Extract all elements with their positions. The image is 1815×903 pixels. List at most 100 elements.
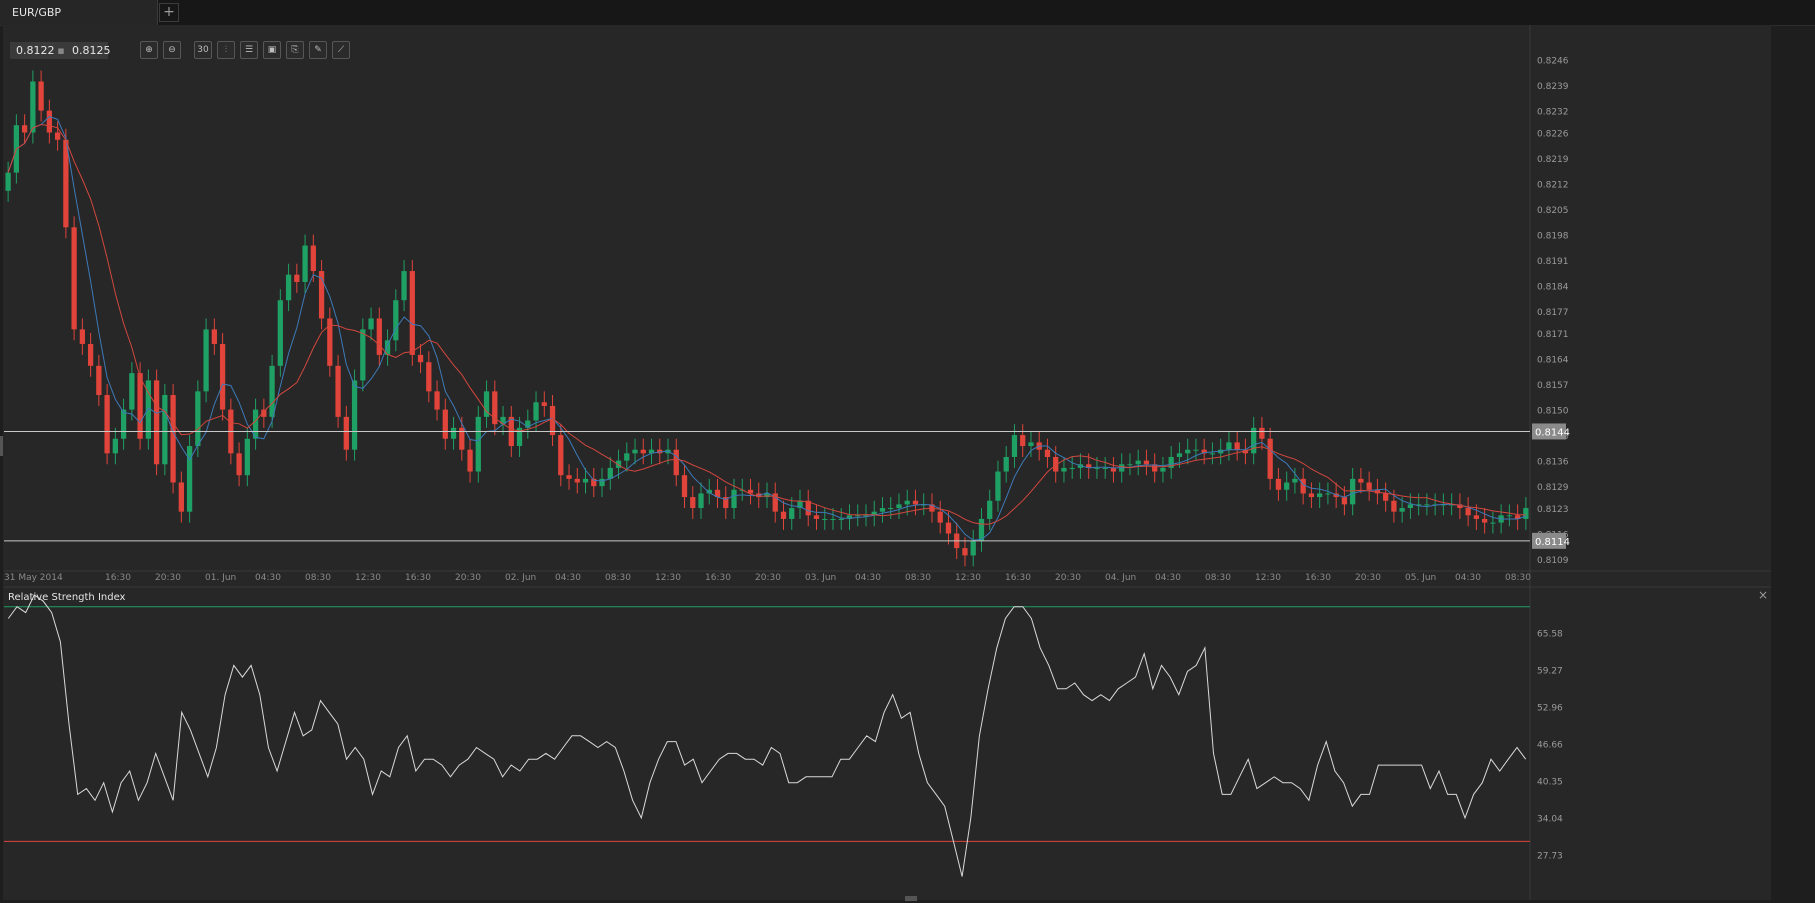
candle-body (1284, 482, 1290, 490)
candle-body (459, 427, 465, 450)
candle-body (1457, 504, 1463, 509)
candle-body (1317, 493, 1323, 498)
chart-settings-icon[interactable]: ▣ (263, 41, 281, 59)
candle-body (1193, 449, 1199, 451)
bottom-resize-handle[interactable] (905, 896, 917, 901)
candle-body (690, 497, 696, 509)
price-tick-label: 0.8109 (1537, 556, 1569, 566)
draw-line-icon[interactable]: ⟋ (332, 41, 350, 59)
candle-body (516, 427, 523, 447)
candle-body (137, 373, 143, 439)
candle-body (549, 405, 556, 436)
candle-body (467, 449, 473, 472)
time-tick-label: 04:30 (855, 573, 881, 583)
candle-body (1399, 508, 1405, 512)
candle-body (1226, 442, 1232, 450)
candle-body (1102, 467, 1108, 469)
candle-body (63, 139, 69, 228)
zoom-out-icon[interactable]: ⊖ (163, 41, 181, 59)
add-tab-button[interactable]: + (159, 3, 179, 22)
price-tick-label: 0.8191 (1537, 257, 1569, 267)
candle-body (937, 511, 943, 523)
candle-body (846, 515, 853, 519)
chart-area[interactable] (3, 25, 1771, 900)
candle-body (813, 515, 820, 519)
candle-body (1160, 467, 1166, 472)
candle-body (145, 380, 151, 439)
time-tick-label: 05. Jun (1405, 573, 1436, 583)
candle-body (1481, 518, 1488, 523)
price-tick-label: 0.8205 (1537, 206, 1569, 216)
candle-body (327, 318, 333, 366)
candle-body (1053, 456, 1059, 472)
candle-body (855, 515, 861, 517)
chart-type-icon[interactable]: ⫶ (217, 41, 235, 59)
tab-eurgbp[interactable]: EUR/GBP (0, 0, 158, 25)
candle-body (285, 274, 292, 301)
candle-body (888, 508, 894, 510)
candle-body (1251, 427, 1257, 454)
candle-body (1325, 493, 1331, 495)
candle-body (896, 504, 902, 509)
candle-body (912, 500, 919, 505)
rsi-tick-label: 65.58 (1537, 630, 1563, 640)
time-tick-label: 16:30 (1005, 573, 1031, 583)
time-tick-label: 16:30 (105, 573, 131, 583)
bid-price[interactable]: 0.8122 (10, 42, 56, 59)
time-tick-label: 08:30 (1205, 573, 1231, 583)
drawing-icon[interactable]: ✎ (309, 41, 327, 59)
candle-body (368, 318, 374, 330)
candle-body (945, 522, 952, 534)
time-tick-label: 02. Jun (505, 573, 536, 583)
rsi-tick-label: 52.96 (1537, 704, 1563, 714)
screenshot-icon[interactable]: ⎘ (286, 41, 304, 59)
time-tick-label: 12:30 (955, 573, 981, 583)
candle-body (294, 274, 300, 282)
panel-resize-handle[interactable] (0, 436, 3, 456)
candle-body (640, 449, 646, 454)
candle-body (1416, 504, 1422, 506)
candle-body (1143, 460, 1150, 465)
time-tick-label: 20:30 (1355, 573, 1381, 583)
time-tick-label: 04. Jun (1105, 573, 1136, 583)
candle-body (1308, 493, 1315, 498)
candle-body (582, 478, 589, 483)
rsi-tick-label: 46.66 (1537, 741, 1563, 751)
time-tick-label: 12:30 (355, 573, 381, 583)
time-tick-label: 08:30 (305, 573, 331, 583)
price-tick-label: 0.8136 (1537, 458, 1569, 468)
chart-canvas[interactable]: 0.8246 0.8239 0.8232 0.8226 0.8219 0.8212 0.82… (0, 25, 1815, 903)
zoom-in-icon[interactable]: ⊕ (140, 41, 158, 59)
candle-body (96, 365, 102, 395)
rsi-tick-label: 40.35 (1537, 778, 1563, 788)
close-rsi-icon[interactable]: × (1758, 588, 1768, 602)
candle-body (244, 438, 250, 476)
candle-body (805, 500, 811, 516)
candle-body (211, 329, 217, 344)
candle-body (38, 81, 44, 111)
candle-body (30, 81, 36, 133)
price-tick-label: 0.8123 (1537, 505, 1569, 515)
candle-body (1209, 453, 1216, 455)
candle-body (838, 518, 844, 520)
price-tick-label: 0.8171 (1537, 330, 1569, 340)
time-tick-label: 20:30 (1055, 573, 1081, 583)
candle-body (525, 420, 531, 428)
time-tick-label: 04:30 (555, 573, 581, 583)
candle-body (351, 380, 358, 450)
candle-body (178, 482, 184, 512)
candle-body (120, 409, 127, 439)
candle-body (706, 489, 712, 494)
indicators-icon[interactable]: ☰ (240, 41, 258, 59)
candle-body (1358, 478, 1364, 483)
candle-body (904, 500, 910, 505)
candle-body (533, 402, 539, 421)
price-tick-label: 0.8219 (1537, 155, 1569, 165)
candle-body (1094, 467, 1100, 469)
candle-body (434, 391, 440, 410)
time-tick-label: 01. Jun (205, 573, 236, 583)
timeframe-icon[interactable]: 30 (194, 41, 212, 59)
ask-price[interactable]: 0.8125 (66, 42, 111, 59)
upper-hline-tag (1532, 423, 1566, 440)
candle-body (673, 449, 679, 476)
